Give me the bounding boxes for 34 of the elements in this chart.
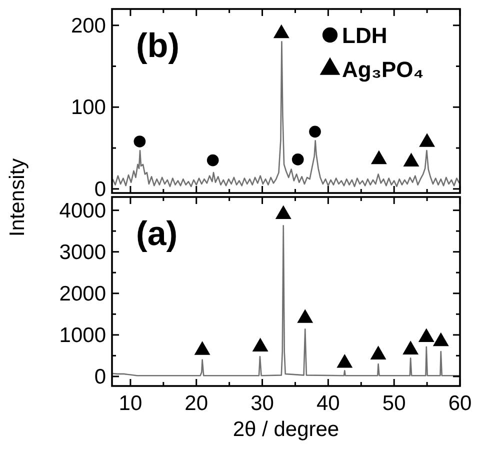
x-tick-label: 40: [316, 392, 340, 415]
point: [194, 341, 210, 355]
x-tick-label: 10: [118, 392, 142, 415]
y-tick-label: 2000: [59, 282, 106, 306]
point: [432, 332, 449, 346]
y-axis-title: Intensity: [6, 158, 29, 237]
legend-label: Ag₃PO₄: [342, 57, 424, 82]
x-axis-title: 2θ / degree: [232, 418, 340, 441]
legend-label: LDH: [342, 23, 388, 48]
point: [336, 354, 353, 368]
point: [309, 126, 321, 138]
point: [275, 205, 292, 220]
x-tick-label: 20: [184, 392, 208, 415]
point: [292, 154, 304, 166]
annotation: (a): [136, 215, 178, 253]
point: [252, 338, 268, 352]
point: [297, 309, 314, 323]
point: [134, 136, 146, 148]
x-tick-label: 50: [382, 392, 406, 415]
y-tick-label: 0: [94, 365, 106, 388]
y-tick-label: 0: [94, 178, 106, 201]
y-tick-label: 4000: [59, 199, 106, 222]
x-tick-label: 60: [448, 392, 472, 415]
y-tick-label: 100: [70, 96, 106, 120]
x-tick-label: 30: [250, 392, 274, 415]
y-tick-label: 200: [70, 14, 106, 38]
y-tick-label: 1000: [59, 324, 106, 347]
point: [402, 340, 419, 354]
point: [418, 328, 434, 342]
y-tick-label: 3000: [59, 240, 106, 264]
point: [273, 24, 290, 38]
point: [206, 154, 219, 166]
point: [370, 346, 386, 360]
annotation: (b): [136, 27, 180, 65]
